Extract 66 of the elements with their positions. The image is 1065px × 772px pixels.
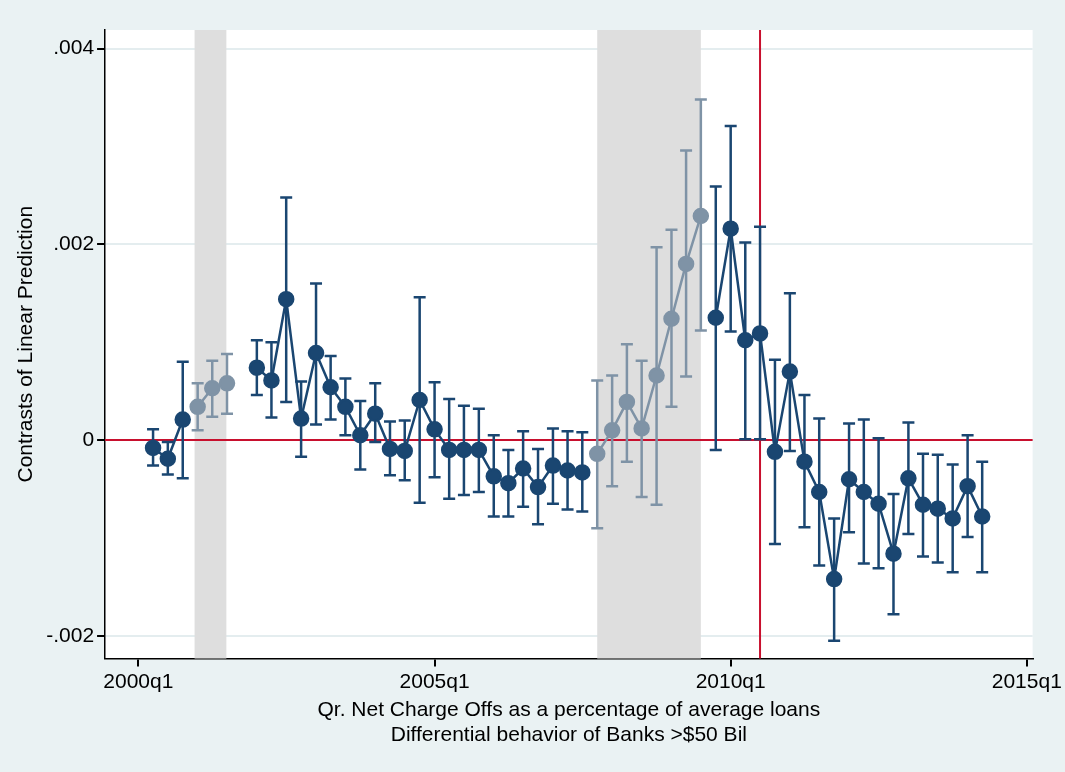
x-tick-label: 2000q1 <box>103 668 174 692</box>
point <box>396 442 413 460</box>
point <box>855 483 873 501</box>
point <box>322 379 339 396</box>
point <box>959 477 976 495</box>
point <box>500 474 517 492</box>
y-tick-label: .002 <box>53 231 95 255</box>
point <box>737 332 754 349</box>
point <box>485 468 503 485</box>
point <box>885 545 902 562</box>
point <box>914 496 932 513</box>
point <box>574 464 591 481</box>
point <box>381 440 399 458</box>
point <box>307 344 325 362</box>
point <box>544 457 562 474</box>
point <box>722 220 739 237</box>
point <box>426 421 443 438</box>
point <box>204 380 221 397</box>
point <box>292 410 310 427</box>
point <box>751 325 769 342</box>
x-axis-title: Qr. Net Charge Offs as a percentage of average loans Differential behavior of Banks >$50 Bil <box>317 697 821 746</box>
point <box>174 411 191 428</box>
point <box>781 363 799 380</box>
point <box>603 422 621 439</box>
point <box>973 508 991 525</box>
point <box>559 462 576 479</box>
point <box>189 398 206 416</box>
x-tick-label: 2015q1 <box>991 668 1062 692</box>
point <box>529 478 547 496</box>
point <box>218 375 236 392</box>
point <box>929 500 947 517</box>
point <box>352 426 369 444</box>
point <box>825 570 843 588</box>
point <box>337 398 354 416</box>
point <box>707 309 725 327</box>
point <box>692 207 710 225</box>
x-tick-label: 2010q1 <box>695 668 766 692</box>
point <box>870 495 887 512</box>
point <box>470 441 488 459</box>
point <box>455 441 473 459</box>
point <box>440 441 458 459</box>
point <box>144 439 162 457</box>
point <box>366 405 384 422</box>
point <box>677 255 695 273</box>
point <box>159 450 177 467</box>
point <box>840 471 858 488</box>
y-axis-title: Contrasts of Linear Prediction <box>13 205 37 483</box>
point <box>633 420 650 437</box>
point <box>588 445 606 463</box>
point <box>796 453 813 470</box>
y-tick-label: .004 <box>53 35 95 59</box>
point <box>514 460 532 477</box>
point <box>277 290 295 308</box>
point <box>618 393 636 411</box>
point <box>648 367 665 384</box>
y-tick-label: -.002 <box>46 622 95 646</box>
point <box>248 359 266 376</box>
x-tick-label: 2005q1 <box>399 668 470 692</box>
y-tick-label: 0 <box>82 426 95 450</box>
point <box>900 470 917 487</box>
point <box>411 391 428 409</box>
point <box>766 443 784 461</box>
point <box>944 510 961 527</box>
point <box>263 372 280 389</box>
point <box>810 483 828 501</box>
point <box>663 310 680 327</box>
